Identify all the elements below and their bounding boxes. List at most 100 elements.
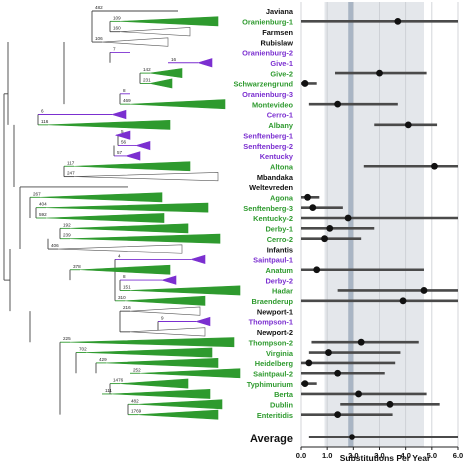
serovar-label: Dublin <box>270 401 293 410</box>
node-label: 160 <box>113 26 121 31</box>
rate-point <box>334 411 342 419</box>
node-label: 592 <box>39 212 47 217</box>
serovar-label: Thompson-1 <box>249 318 293 327</box>
clade-triangle <box>69 337 235 348</box>
rate-point <box>334 100 342 108</box>
clade-triangle <box>196 58 213 68</box>
clade-triangle <box>101 37 169 47</box>
serovar-label: Agona <box>270 194 294 203</box>
rate-point <box>386 400 394 408</box>
node-label: 56 <box>121 140 127 145</box>
node-label: 5 <box>121 129 124 134</box>
clade-triangle <box>39 192 163 203</box>
reference-line <box>348 2 354 447</box>
node-label: 469 <box>123 98 131 103</box>
serovar-label: Schwarzengrund <box>233 80 293 89</box>
serovar-label: Cerro-2 <box>267 235 293 244</box>
node-label: 239 <box>63 233 71 238</box>
node-label: 1769 <box>131 409 142 414</box>
clade-triangle <box>110 109 127 120</box>
serovar-label: Javiana <box>266 7 294 16</box>
node-label: 231 <box>143 77 151 82</box>
serovar-label: Oranienburg-2 <box>242 49 293 58</box>
serovar-label: Kentucky-2 <box>253 214 293 223</box>
clade-triangle <box>124 151 141 161</box>
clade-triangle <box>129 99 226 110</box>
serovar-label: Give-1 <box>270 59 293 68</box>
clade-triangle <box>139 368 241 379</box>
node-label: 1476 <box>113 378 124 383</box>
clade-triangle <box>73 172 219 182</box>
serovar-label: Derby-1 <box>265 225 293 234</box>
average-label: Average <box>250 433 293 445</box>
node-label: 111 <box>105 388 112 393</box>
serovar-label: Rubislaw <box>261 38 294 47</box>
serovar-label: Montevideo <box>252 100 294 109</box>
serovar-label: Saintpaul-1 <box>253 256 293 265</box>
node-label: 151 <box>123 284 131 289</box>
node-label: 247 <box>67 171 75 176</box>
node-label: 216 <box>123 305 131 310</box>
clade-triangle <box>149 68 183 79</box>
serovar-label: Oranienburg-1 <box>242 18 293 27</box>
rate-point <box>305 359 313 367</box>
node-label: 7 <box>113 46 116 51</box>
clade-triangle <box>111 389 211 399</box>
tick-label: 4.0 <box>400 451 410 460</box>
rate-point <box>301 380 309 387</box>
node-label: 57 <box>117 150 123 155</box>
tick-label: 0.0 <box>296 451 306 460</box>
clade-triangle <box>119 27 191 37</box>
node-support-labels: 482 109 160 106 7 16 142 231 8 469 6 116 5 56 57 117 247… <box>33 5 177 414</box>
node-label: 702 <box>79 347 87 352</box>
clade-triangle <box>149 78 173 89</box>
node-label: 8 <box>123 274 126 279</box>
node-label: 4 <box>118 253 121 258</box>
serovar-label: Newport-1 <box>257 307 293 316</box>
tick-label: 2.0 <box>348 451 358 460</box>
rate-point <box>344 214 352 222</box>
tick-label: 5.0 <box>427 451 437 460</box>
node-label: 16 <box>171 57 177 62</box>
shaded-band <box>324 2 424 447</box>
x-axis: 0.0 1.0 2.0 3.0 4.0 5.0 6.0 <box>296 446 463 460</box>
clade-triangle <box>69 233 221 244</box>
clade-triangles <box>39 16 241 420</box>
serovar-label: Weltevreden <box>249 183 293 192</box>
serovar-label: Saintpaul-2 <box>253 369 293 378</box>
node-label: 252 <box>133 367 141 372</box>
node-label: 109 <box>113 15 121 20</box>
phylogenetic-tree <box>3 10 198 416</box>
serovar-label: Infantis <box>267 245 293 254</box>
clade-triangle <box>47 119 171 130</box>
clade-triangle <box>129 327 206 337</box>
clade-triangle <box>160 275 177 285</box>
rate-point <box>431 162 438 170</box>
clade-triangle <box>69 223 189 234</box>
node-label: 8 <box>123 88 126 93</box>
rate-interval-bars <box>301 20 458 438</box>
tick-label: 3.0 <box>374 451 384 460</box>
serovar-label: Thompson-2 <box>249 338 293 347</box>
clade-triangle <box>137 409 219 420</box>
clade-triangle <box>129 306 201 316</box>
clade-triangle <box>194 316 211 327</box>
node-label: 310 <box>118 295 126 300</box>
tick-label: 1.0 <box>322 451 332 460</box>
serovar-label: Kentucky <box>260 152 294 161</box>
node-label: 142 <box>143 67 151 72</box>
rate-point <box>376 69 383 77</box>
rate-point <box>394 17 402 25</box>
serovar-label: Berta <box>274 390 294 399</box>
node-label: 6 <box>41 109 44 114</box>
clade-triangle <box>73 161 191 172</box>
serovar-label: Senftenberg-2 <box>243 142 293 151</box>
clade-triangle <box>85 347 213 358</box>
node-label: 106 <box>95 36 103 41</box>
serovar-label: Altona <box>270 162 294 171</box>
rate-point <box>357 338 365 346</box>
clade-triangle <box>45 202 209 213</box>
node-label: 116 <box>41 119 49 124</box>
clade-triangle <box>105 357 219 368</box>
